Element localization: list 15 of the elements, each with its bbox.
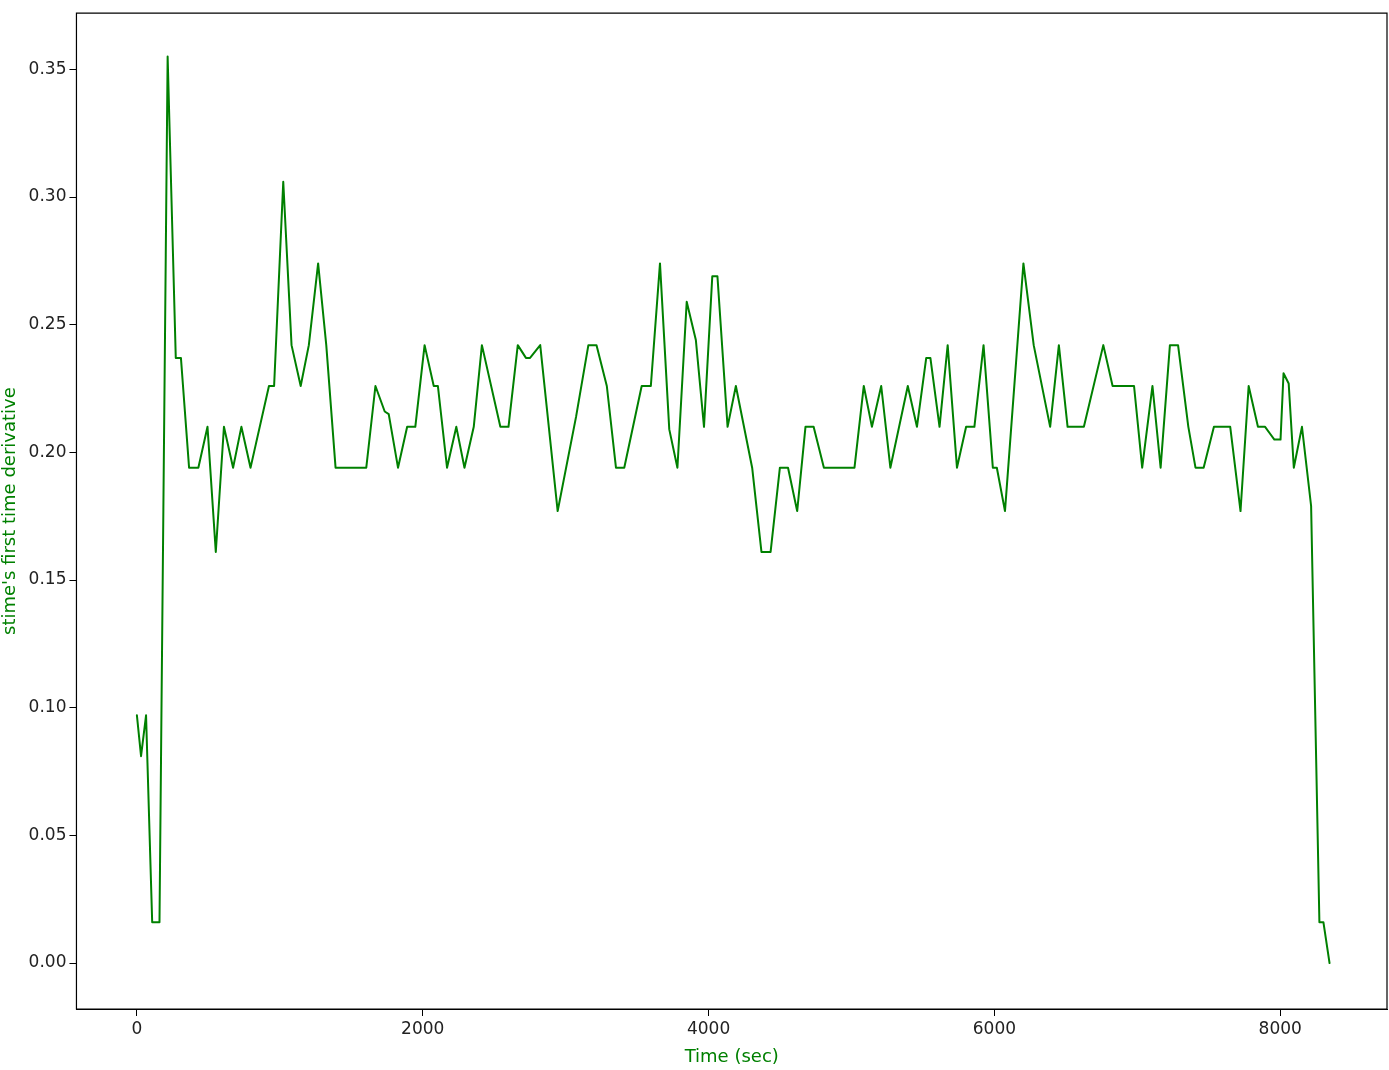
y-tick-label: 0.10 [28, 696, 67, 717]
y-tick-label: 0.05 [28, 823, 67, 844]
y-tick-label: 0.30 [28, 185, 67, 206]
y-axis-title: stime's first time derivative [0, 387, 20, 635]
y-tick-label: 0.35 [28, 57, 67, 78]
y-tick-label: 0.15 [28, 568, 67, 589]
x-tick-label: 8000 [1258, 1017, 1302, 1038]
x-tick-label: 6000 [972, 1017, 1017, 1038]
x-tick-label: 2000 [401, 1017, 445, 1038]
y-tick-label: 0.25 [28, 313, 67, 334]
x-axis-title: Time (sec) [683, 1044, 779, 1066]
y-tick-label: 0.00 [28, 951, 67, 972]
x-tick-label: 4000 [686, 1017, 731, 1038]
y-tick-label: 0.20 [28, 440, 67, 461]
x-tick-label: 0 [131, 1017, 143, 1038]
